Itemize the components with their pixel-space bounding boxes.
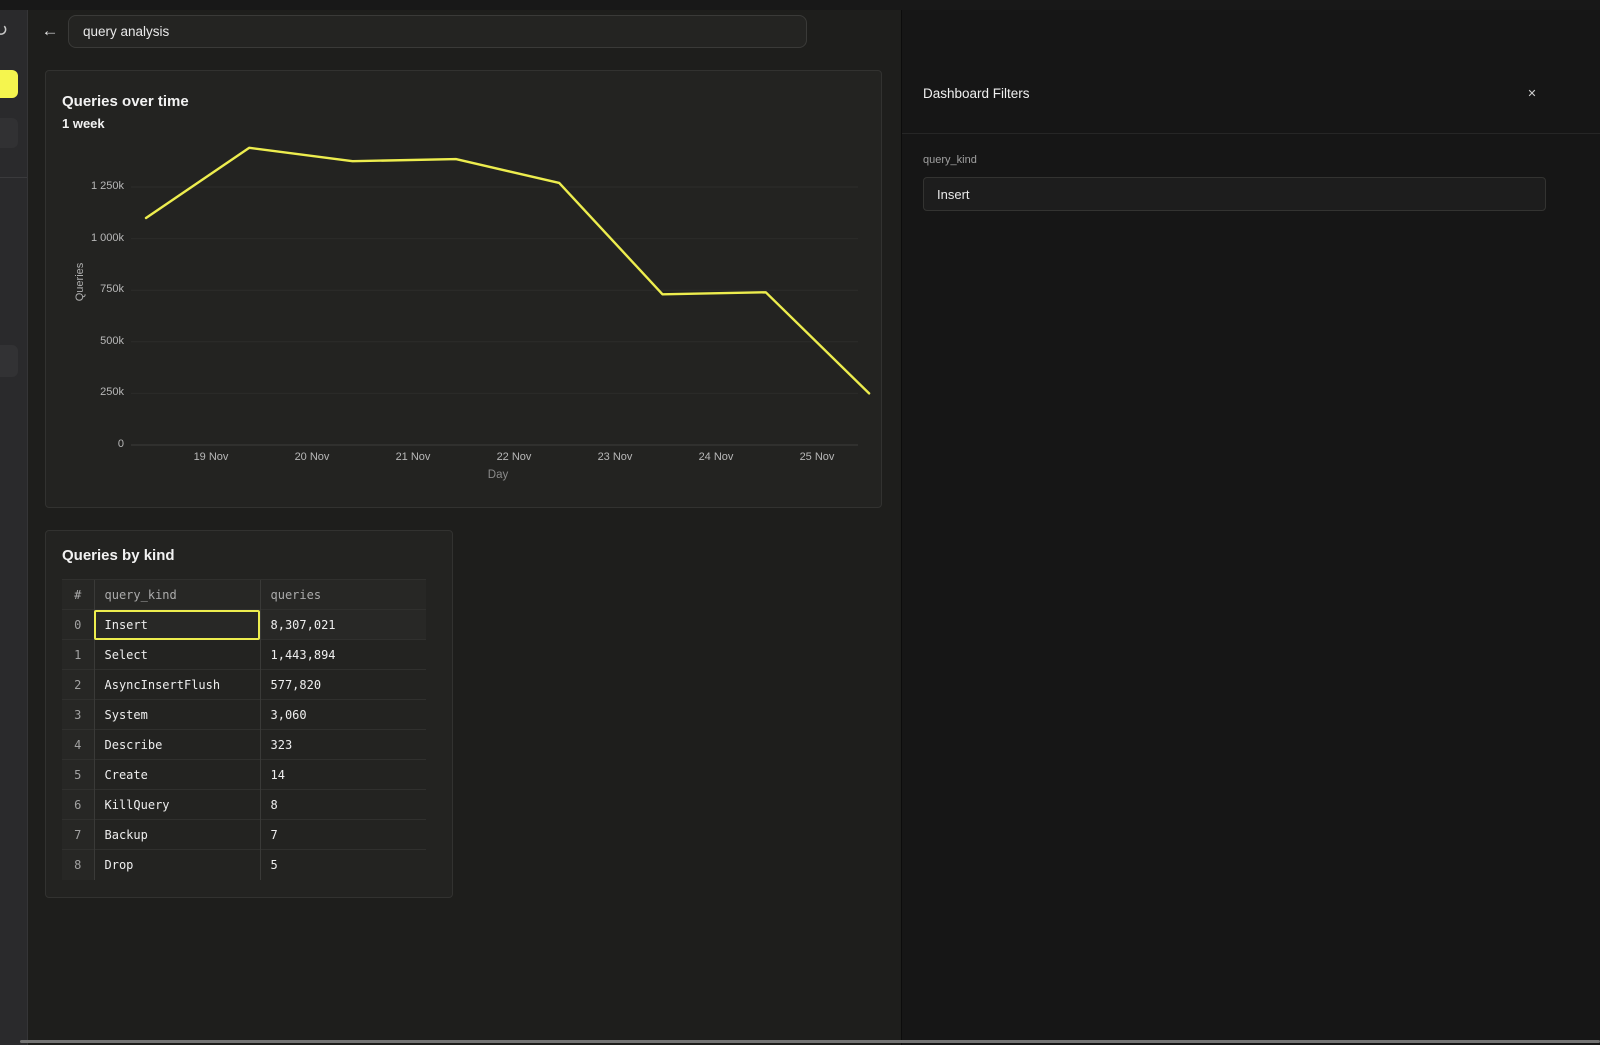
- row-index-cell: 8: [62, 849, 94, 880]
- queries-line-series: [144, 146, 871, 395]
- horizontal-scrollbar[interactable]: [20, 1040, 1600, 1043]
- left-sidebar: ↻: [0, 10, 28, 1045]
- row-index-cell: 7: [62, 819, 94, 850]
- query-kind-cell[interactable]: Create: [93, 759, 260, 790]
- queries-value-cell[interactable]: 14: [259, 759, 426, 790]
- sidebar-item-current-dashboard[interactable]: [0, 70, 18, 98]
- refresh-icon[interactable]: ↻: [0, 20, 8, 41]
- table-row: 6 KillQuery 8: [62, 789, 426, 820]
- y-tick-label: 1 000k: [90, 231, 124, 244]
- x-tick-label: 21 Nov: [395, 451, 431, 463]
- table-row: 7 Backup 7: [62, 819, 426, 850]
- queries-value-cell[interactable]: 5: [259, 849, 426, 880]
- x-tick-label: 19 Nov: [193, 451, 229, 463]
- window-top-strip: [0, 0, 1600, 10]
- queries-value-cell[interactable]: 323: [259, 729, 426, 760]
- queries-value-cell[interactable]: 8: [259, 789, 426, 820]
- row-index-cell: 5: [62, 759, 94, 790]
- row-index-cell: 3: [62, 699, 94, 730]
- filters-panel-title: Dashboard Filters: [923, 86, 1030, 101]
- table-header-row: # query_kind queries: [62, 579, 426, 610]
- column-header-queries: queries: [259, 579, 426, 610]
- queries-by-kind-card: Queries by kind # query_kind queries 0 I…: [45, 530, 453, 898]
- table-row: 5 Create 14: [62, 759, 426, 790]
- chart-title: Queries over time: [62, 93, 189, 110]
- column-header-query-kind: query_kind: [93, 579, 260, 610]
- queries-value-cell[interactable]: 1,443,894: [259, 639, 426, 670]
- x-tick-label: 25 Nov: [799, 451, 835, 463]
- query-kind-cell[interactable]: Select: [93, 639, 260, 670]
- y-tick-label: 500k: [100, 334, 124, 347]
- column-header-index: #: [62, 579, 94, 610]
- x-tick-label: 22 Nov: [496, 451, 532, 463]
- query-kind-cell[interactable]: AsyncInsertFlush: [93, 669, 260, 700]
- queries-value-cell[interactable]: 8,307,021: [259, 609, 426, 640]
- queries-value-cell[interactable]: 3,060: [259, 699, 426, 730]
- x-tick-label: 20 Nov: [294, 451, 330, 463]
- x-axis-title: Day: [487, 469, 509, 481]
- query-kind-filter-input[interactable]: [923, 177, 1546, 211]
- queries-table: # query_kind queries 0 Insert 8,307,021 …: [62, 579, 426, 880]
- x-tick-label: 24 Nov: [698, 451, 734, 463]
- query-kind-cell[interactable]: Drop: [93, 849, 260, 880]
- sidebar-item-dashboard[interactable]: [0, 118, 18, 148]
- table-title: Queries by kind: [62, 547, 175, 564]
- table-row: 1 Select 1,443,894: [62, 639, 426, 670]
- filters-panel-divider: [902, 133, 1600, 134]
- query-kind-cell[interactable]: Backup: [93, 819, 260, 850]
- y-tick-label: 750k: [100, 283, 124, 296]
- dashboard-title-input[interactable]: [68, 15, 807, 48]
- row-index-cell: 0: [62, 609, 94, 640]
- table-row: 0 Insert 8,307,021: [62, 609, 426, 640]
- table-row: 8 Drop 5: [62, 849, 426, 880]
- filter-field-label: query_kind: [923, 154, 977, 166]
- queries-value-cell[interactable]: 7: [259, 819, 426, 850]
- x-tick-label: 23 Nov: [597, 451, 633, 463]
- chart-subtitle: 1 week: [62, 116, 105, 131]
- query-kind-cell[interactable]: System: [93, 699, 260, 730]
- row-index-cell: 6: [62, 789, 94, 820]
- row-index-cell: 4: [62, 729, 94, 760]
- back-button[interactable]: ←: [41, 21, 59, 40]
- query-kind-cell[interactable]: Describe: [93, 729, 260, 760]
- sidebar-divider: [0, 177, 27, 178]
- y-tick-label: 1 250k: [90, 180, 124, 192]
- y-axis-title: Queries: [74, 262, 86, 302]
- queries-value-cell[interactable]: 577,820: [259, 669, 426, 700]
- queries-over-time-card: Queries over time 1 week Queries Day 0 25…: [45, 70, 882, 508]
- queries-table-body: 0 Insert 8,307,021 1 Select 1,443,894 2 …: [62, 609, 426, 880]
- table-row: 2 AsyncInsertFlush 577,820: [62, 669, 426, 700]
- table-row: 3 System 3,060: [62, 699, 426, 730]
- close-icon[interactable]: ✕: [1527, 88, 1537, 100]
- row-index-cell: 2: [62, 669, 94, 700]
- query-kind-cell[interactable]: KillQuery: [93, 789, 260, 820]
- row-index-cell: 1: [62, 639, 94, 670]
- query-kind-cell[interactable]: Insert: [93, 609, 260, 640]
- y-tick-label: 250k: [100, 386, 124, 399]
- y-tick-label: 0: [117, 438, 124, 450]
- line-chart: [131, 146, 871, 446]
- table-row: 4 Describe 323: [62, 729, 426, 760]
- dashboard-filters-panel: Dashboard Filters ✕ query_kind: [901, 10, 1600, 1045]
- sidebar-item-dashboard-2[interactable]: [0, 345, 18, 377]
